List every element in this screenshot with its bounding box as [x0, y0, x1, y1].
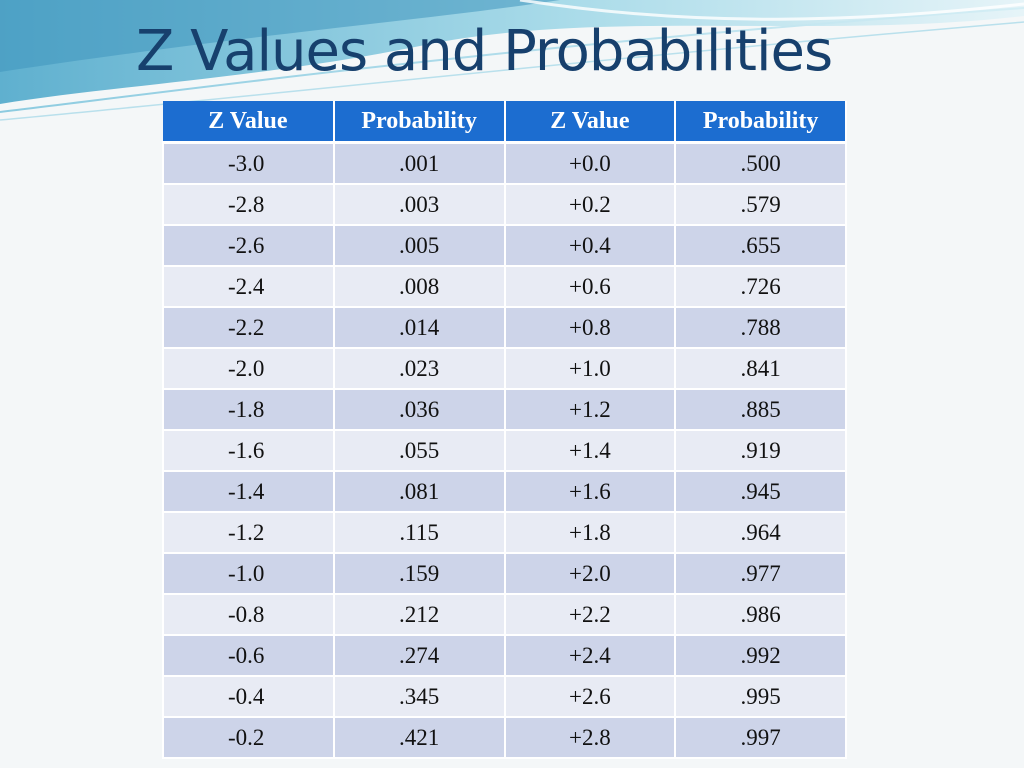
cell-probability: .212 — [332, 593, 506, 636]
cell-z-negative: -2.2 — [162, 306, 335, 349]
cell-probability: .345 — [332, 675, 506, 718]
cell-probability: .008 — [332, 265, 506, 308]
cell-probability: .014 — [332, 306, 506, 349]
cell-probability: .992 — [674, 634, 847, 677]
table-row: -1.6 .055 +1.4 .919 — [162, 429, 847, 472]
cell-probability: .964 — [674, 511, 847, 554]
cell-z-negative: -2.4 — [162, 265, 335, 308]
cell-z-negative: -2.6 — [162, 224, 335, 267]
table-row: -2.0 .023 +1.0 .841 — [162, 347, 847, 390]
slide-title: Z Values and Probabilities — [136, 19, 833, 84]
table-header-row: Z Value Probability Z Value Probability — [163, 101, 847, 144]
cell-z-positive: +1.2 — [503, 388, 677, 431]
cell-z-positive: +2.0 — [503, 552, 677, 595]
cell-probability: .055 — [332, 429, 506, 472]
cell-z-negative: -0.6 — [162, 634, 335, 677]
cell-z-positive: +1.8 — [503, 511, 677, 554]
cell-probability: .579 — [674, 183, 847, 226]
table-row: -2.4 .008 +0.6 .726 — [162, 265, 847, 308]
cell-z-negative: -2.8 — [162, 183, 335, 226]
cell-probability: .159 — [332, 552, 506, 595]
cell-z-negative: -1.4 — [162, 470, 335, 513]
cell-z-negative: -0.8 — [162, 593, 335, 636]
table-row: -0.4 .345 +2.6 .995 — [162, 675, 847, 718]
cell-probability: .115 — [332, 511, 506, 554]
cell-probability: .726 — [674, 265, 847, 308]
table-row: -1.4 .081 +1.6 .945 — [162, 470, 847, 513]
cell-z-negative: -2.0 — [162, 347, 335, 390]
cell-z-positive: +0.6 — [503, 265, 677, 308]
cell-probability: .945 — [674, 470, 847, 513]
table-row: -2.8 .003 +0.2 .579 — [162, 183, 847, 226]
cell-probability: .005 — [332, 224, 506, 267]
cell-z-negative: -1.8 — [162, 388, 335, 431]
cell-z-negative: -0.2 — [162, 716, 335, 759]
table-row: -1.0 .159 +2.0 .977 — [162, 552, 847, 595]
header-z-value: Z Value — [504, 101, 677, 144]
cell-probability: .001 — [332, 141, 506, 185]
cell-probability: .995 — [674, 675, 847, 718]
cell-z-positive: +1.0 — [503, 347, 677, 390]
cell-probability: .919 — [674, 429, 847, 472]
cell-probability: .421 — [332, 716, 506, 759]
cell-z-positive: +0.4 — [503, 224, 677, 267]
cell-z-negative: -1.6 — [162, 429, 335, 472]
cell-z-positive: +2.6 — [503, 675, 677, 718]
cell-probability: .500 — [674, 141, 847, 185]
cell-probability: .841 — [674, 347, 847, 390]
cell-z-negative: -3.0 — [162, 141, 335, 185]
cell-z-positive: +2.8 — [503, 716, 677, 759]
cell-probability: .081 — [332, 470, 506, 513]
cell-probability: .023 — [332, 347, 506, 390]
table-row: -2.6 .005 +0.4 .655 — [162, 224, 847, 267]
table-row: -1.2 .115 +1.8 .964 — [162, 511, 847, 554]
table-row: -0.2 .421 +2.8 .997 — [162, 716, 847, 759]
cell-z-positive: +2.4 — [503, 634, 677, 677]
header-z-value: Z Value — [163, 101, 335, 144]
cell-z-negative: -1.2 — [162, 511, 335, 554]
cell-probability: .036 — [332, 388, 506, 431]
cell-probability: .997 — [674, 716, 847, 759]
cell-probability: .274 — [332, 634, 506, 677]
table-row: -1.8 .036 +1.2 .885 — [162, 388, 847, 431]
cell-probability: .885 — [674, 388, 847, 431]
table-row: -2.2 .014 +0.8 .788 — [162, 306, 847, 349]
cell-z-positive: +2.2 — [503, 593, 677, 636]
cell-probability: .986 — [674, 593, 847, 636]
cell-z-negative: -0.4 — [162, 675, 335, 718]
background-swoosh — [0, 0, 1024, 121]
cell-z-positive: +1.4 — [503, 429, 677, 472]
cell-z-positive: +1.6 — [503, 470, 677, 513]
header-probability: Probability — [333, 101, 506, 144]
cell-z-positive: +0.8 — [503, 306, 677, 349]
table-row: -0.8 .212 +2.2 .986 — [162, 593, 847, 636]
cell-probability: .788 — [674, 306, 847, 349]
cell-z-negative: -1.0 — [162, 552, 335, 595]
cell-probability: .003 — [332, 183, 506, 226]
cell-z-positive: +0.2 — [503, 183, 677, 226]
cell-probability: .655 — [674, 224, 847, 267]
cell-probability: .977 — [674, 552, 847, 595]
table-row: -3.0 .001 +0.0 .500 — [162, 141, 847, 185]
z-probability-table: Z Value Probability Z Value Probability … — [162, 101, 847, 759]
table-row: -0.6 .274 +2.4 .992 — [162, 634, 847, 677]
header-probability: Probability — [675, 101, 847, 144]
cell-z-positive: +0.0 — [503, 141, 677, 185]
